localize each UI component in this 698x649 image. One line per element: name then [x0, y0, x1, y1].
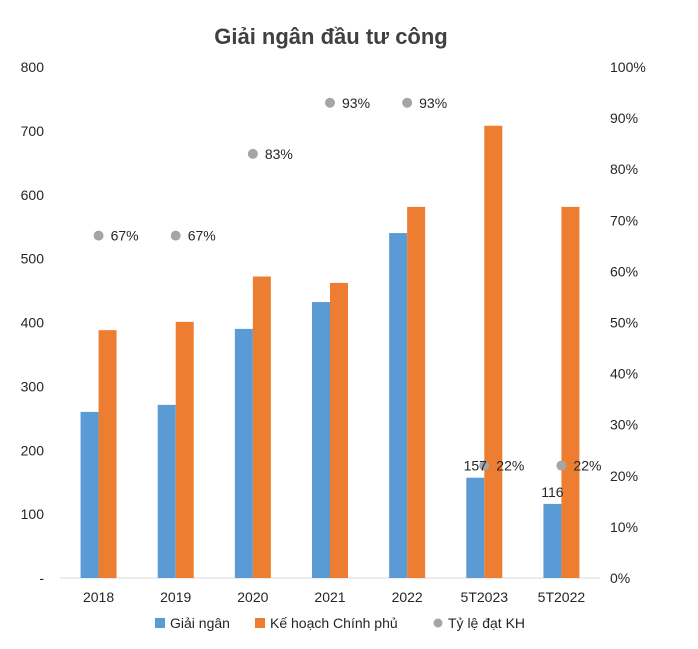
y-right-tick-label: 30% [610, 417, 638, 433]
y-left-tick-label: 800 [21, 59, 45, 75]
y-right-tick-label: 50% [610, 315, 638, 331]
bar-giai-ngan [80, 411, 99, 578]
y-left-tick-label: - [39, 570, 44, 586]
legend-label: Giải ngân [170, 615, 230, 631]
bar-giai-ngan [234, 328, 253, 578]
y-right-tick-label: 10% [610, 519, 638, 535]
legend-marker [155, 618, 165, 628]
ratio-data-label: 22% [573, 458, 601, 474]
ratio-point [556, 460, 567, 471]
ratio-point [402, 97, 413, 108]
ratio-point [325, 97, 335, 108]
ratio-data-label: 22% [496, 458, 524, 474]
ratio-point [93, 230, 104, 241]
y-right-tick-label: 40% [610, 366, 638, 382]
bar-giai-ngan [389, 233, 408, 578]
ratio-point [479, 460, 490, 471]
ratio-data-label: 67% [111, 228, 139, 244]
ratio-data-label: 83% [265, 146, 293, 162]
legend-label: Tỷ lệ đạt KH [448, 615, 525, 631]
bar-ke-hoach [98, 330, 117, 578]
y-right-tick-label: 20% [610, 468, 638, 484]
bar-ke-hoach [561, 206, 580, 579]
legend-marker [255, 618, 265, 628]
y-right-tick-label: 80% [610, 161, 638, 177]
bar-data-label: 157 [464, 458, 488, 474]
bar-data-label: 116 [541, 484, 564, 500]
y-right-tick-label: 0% [610, 570, 630, 586]
ratio-data-label: 93% [419, 95, 447, 111]
left-axis: - 100 200 300 400 500 600 700 800 [21, 59, 45, 586]
ratio-point [170, 230, 181, 241]
bar-ke-hoach [407, 206, 426, 579]
ratio-point [247, 148, 258, 159]
bar-ke-hoach [484, 125, 503, 578]
bar-ke-hoach [330, 282, 348, 578]
y-left-tick-label: 300 [21, 378, 45, 394]
ratio-data-label: 93% [342, 95, 370, 111]
bar-giai-ngan [157, 404, 176, 578]
legend-marker [433, 618, 443, 628]
x-tick-label: 2022 [392, 589, 423, 605]
y-right-tick-label: 100% [610, 59, 646, 75]
y-right-tick-label: 60% [610, 263, 638, 279]
legend: Giải ngân Kế hoạch Chính phủ Tỷ lệ đạt KH [155, 615, 525, 631]
x-axis: 2018 2019 2020 2021 2022 5T2023 5T2022 [83, 589, 585, 605]
bar-giai-ngan [312, 302, 330, 578]
bar-giai-ngan [543, 503, 562, 578]
right-axis: 0% 10% 20% 30% 40% 50% 60% 70% 80% 90% 100% [610, 59, 646, 586]
x-tick-label: 2020 [237, 589, 268, 605]
chart-title: Giải ngân đầu tư công [214, 24, 448, 49]
x-tick-label: 5T2023 [461, 589, 509, 605]
y-right-tick-label: 70% [610, 212, 638, 228]
x-tick-label: 2018 [83, 589, 114, 605]
y-left-tick-label: 500 [21, 251, 45, 267]
y-left-tick-label: 100 [21, 506, 45, 522]
ratio-data-label: 67% [188, 228, 216, 244]
points [93, 97, 567, 471]
data-labels: 67% 67% 83% 93% 93% 22% 22% 157 116 [111, 95, 602, 500]
x-tick-label: 5T2022 [538, 589, 586, 605]
y-left-tick-label: 700 [21, 123, 45, 139]
bars [80, 125, 580, 579]
bar-giai-ngan [466, 477, 485, 578]
x-tick-label: 2019 [160, 589, 191, 605]
legend-label: Kế hoạch Chính phủ [270, 615, 398, 631]
x-tick-label: 2021 [314, 589, 345, 605]
y-right-tick-label: 90% [610, 110, 638, 126]
bar-ke-hoach [175, 321, 194, 578]
y-left-tick-label: 600 [21, 187, 45, 203]
y-left-tick-label: 400 [21, 315, 45, 331]
y-left-tick-label: 200 [21, 442, 45, 458]
bar-ke-hoach [252, 276, 271, 578]
